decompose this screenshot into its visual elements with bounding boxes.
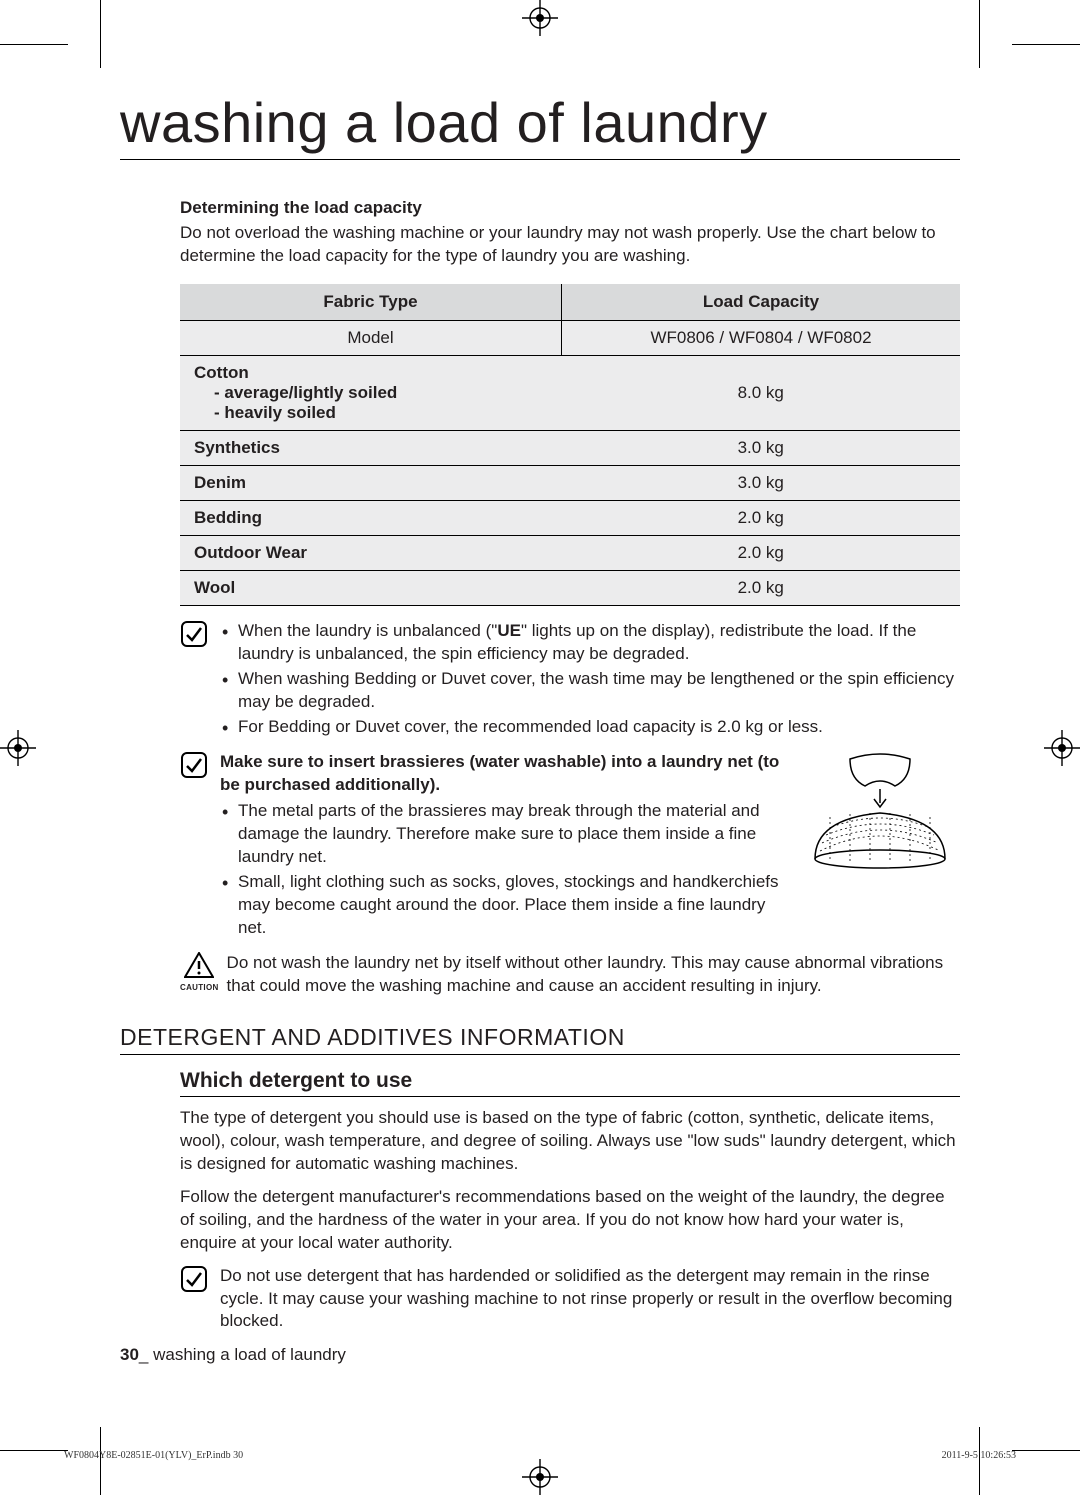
note-item: When washing Bedding or Duvet cover, the… bbox=[220, 668, 960, 714]
paragraph: Follow the detergent manufacturer's reco… bbox=[180, 1186, 960, 1255]
footer-title: washing a load of laundry bbox=[153, 1345, 346, 1364]
page-footer: 30_ washing a load of laundry bbox=[120, 1345, 346, 1365]
table-row: Model WF0806 / WF0804 / WF0802 bbox=[180, 320, 960, 355]
crop-mark bbox=[100, 1427, 101, 1495]
print-footer: WF0804Y8E-02851E-01(YLV)_ErP.indb 30 201… bbox=[64, 1450, 1016, 1461]
note-icon bbox=[180, 751, 210, 943]
note-body: Make sure to insert brassieres (water wa… bbox=[220, 751, 960, 943]
crop-mark bbox=[0, 44, 68, 45]
table-row: Wool 2.0 kg bbox=[180, 570, 960, 605]
laundry-net-illustration bbox=[800, 751, 960, 878]
registration-mark-icon bbox=[522, 1459, 558, 1495]
table-row: Outdoor Wear 2.0 kg bbox=[180, 535, 960, 570]
content-area: Determining the load capacity Do not ove… bbox=[180, 198, 960, 998]
content-area: Which detergent to use The type of deter… bbox=[180, 1069, 960, 1333]
registration-mark-icon bbox=[0, 730, 36, 766]
table-cell: Bedding bbox=[180, 500, 561, 535]
caution-text: Do not wash the laundry net by itself wi… bbox=[227, 952, 960, 998]
section-heading: DETERGENT AND ADDITIVES INFORMATION bbox=[120, 1024, 960, 1055]
note-block: When the laundry is unbalanced ("UE" lig… bbox=[180, 620, 960, 741]
fabric-label: Cotton bbox=[194, 363, 249, 382]
table-cell: 2.0 kg bbox=[561, 535, 960, 570]
table-row: Synthetics 3.0 kg bbox=[180, 430, 960, 465]
registration-mark-icon bbox=[1044, 730, 1080, 766]
crop-mark bbox=[1012, 1450, 1080, 1451]
caution-block: CAUTION Do not wash the laundry net by i… bbox=[180, 952, 960, 998]
note-body: Do not use detergent that has hardended … bbox=[220, 1265, 960, 1334]
intro-text: Do not overload the washing machine or y… bbox=[180, 222, 960, 268]
table-cell: Denim bbox=[180, 465, 561, 500]
crop-mark bbox=[1012, 44, 1080, 45]
caution-label: CAUTION bbox=[180, 983, 219, 992]
footer-sep: _ bbox=[139, 1345, 148, 1364]
note-body: When the laundry is unbalanced ("UE" lig… bbox=[220, 620, 960, 741]
note-lead: Make sure to insert brassieres (water wa… bbox=[220, 751, 788, 797]
table-cell: 3.0 kg bbox=[561, 430, 960, 465]
table-cell: Outdoor Wear bbox=[180, 535, 561, 570]
crop-mark bbox=[0, 1450, 68, 1451]
brassiere-text: Make sure to insert brassieres (water wa… bbox=[220, 751, 788, 943]
table-cell: Model bbox=[180, 320, 561, 355]
note-item: The metal parts of the brassieres may br… bbox=[220, 800, 788, 869]
crop-mark bbox=[979, 1427, 980, 1495]
table-cell: Cotton - average/lightly soiled - heavil… bbox=[180, 355, 561, 430]
manual-page: washing a load of laundry Determining th… bbox=[0, 0, 1080, 1495]
subsection-heading: Which detergent to use bbox=[180, 1069, 960, 1097]
table-header: Fabric Type bbox=[180, 284, 561, 321]
table-cell: WF0806 / WF0804 / WF0802 bbox=[561, 320, 960, 355]
paragraph: The type of detergent you should use is … bbox=[180, 1107, 960, 1176]
crop-mark bbox=[100, 0, 101, 68]
table-cell: 2.0 kg bbox=[561, 570, 960, 605]
table-row: Bedding 2.0 kg bbox=[180, 500, 960, 535]
table-row: Denim 3.0 kg bbox=[180, 465, 960, 500]
table-cell: 3.0 kg bbox=[561, 465, 960, 500]
note-item: When the laundry is unbalanced ("UE" lig… bbox=[220, 620, 960, 666]
table-cell: 2.0 kg bbox=[561, 500, 960, 535]
print-timestamp: 2011-9-5 10:26:53 bbox=[942, 1450, 1016, 1461]
print-file: WF0804Y8E-02851E-01(YLV)_ErP.indb 30 bbox=[64, 1450, 243, 1461]
registration-mark-icon bbox=[522, 0, 558, 36]
note-icon bbox=[180, 1265, 210, 1334]
note-icon bbox=[180, 620, 210, 741]
table-row: Cotton - average/lightly soiled - heavil… bbox=[180, 355, 960, 430]
intro-heading: Determining the load capacity bbox=[180, 198, 960, 218]
page-number: 30 bbox=[120, 1345, 139, 1364]
capacity-table: Fabric Type Load Capacity Model WF0806 /… bbox=[180, 284, 960, 606]
page-title: washing a load of laundry bbox=[120, 90, 960, 160]
crop-mark bbox=[979, 0, 980, 68]
caution-icon: CAUTION bbox=[180, 952, 219, 992]
table-cell: 8.0 kg bbox=[561, 355, 960, 430]
table-header: Load Capacity bbox=[561, 284, 960, 321]
note-item: For Bedding or Duvet cover, the recommen… bbox=[220, 716, 960, 739]
fabric-sub: - heavily soiled bbox=[194, 403, 547, 423]
table-cell: Synthetics bbox=[180, 430, 561, 465]
note-block: Do not use detergent that has hardended … bbox=[180, 1265, 960, 1334]
table-cell: Wool bbox=[180, 570, 561, 605]
note-item: Small, light clothing such as socks, glo… bbox=[220, 871, 788, 940]
fabric-sub: - average/lightly soiled bbox=[194, 383, 547, 403]
note-block: Make sure to insert brassieres (water wa… bbox=[180, 751, 960, 943]
